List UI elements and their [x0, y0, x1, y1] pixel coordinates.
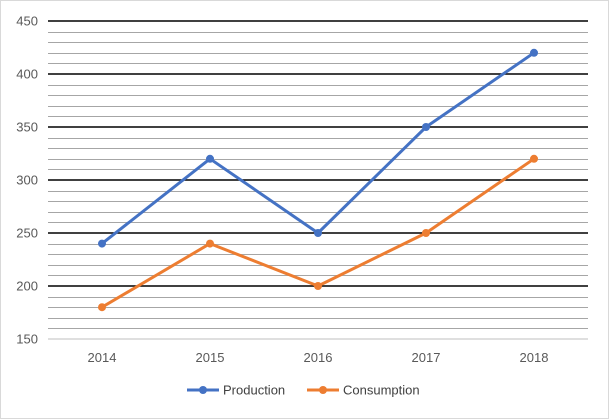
y-tick-label: 250	[16, 226, 38, 241]
minor-gridlines	[48, 32, 588, 329]
production-point	[530, 48, 538, 57]
x-tick-label: 2018	[520, 350, 549, 365]
consumption-point	[98, 303, 106, 312]
production-legend-label: Production	[223, 383, 285, 398]
series-layer	[98, 48, 538, 312]
production-legend-marker	[199, 386, 207, 394]
legend: Production Consumption	[187, 383, 420, 398]
x-tick-label: 2016	[304, 350, 333, 365]
x-tick-label: 2015	[196, 350, 225, 365]
y-tick-label: 350	[16, 120, 38, 135]
consumption-point	[530, 154, 538, 163]
production-point	[314, 229, 322, 237]
production-point	[206, 154, 214, 163]
y-axis-tick-labels: 150 200 250 300 350 400 450	[16, 14, 38, 347]
x-tick-label: 2014	[88, 350, 117, 365]
y-tick-label: 300	[16, 173, 38, 188]
x-tick-label: 2017	[412, 350, 441, 365]
production-point	[98, 239, 106, 248]
consumption-point	[314, 282, 322, 290]
consumption-point	[206, 239, 214, 248]
consumption-legend-marker	[319, 386, 327, 394]
x-axis-tick-labels: 2014 2015 2016 2017 2018	[88, 350, 549, 365]
y-tick-label: 150	[16, 332, 38, 347]
consumption-point	[422, 229, 430, 237]
y-tick-label: 200	[16, 279, 38, 294]
y-tick-label: 400	[16, 67, 38, 82]
production-point	[422, 123, 430, 131]
y-tick-label: 450	[16, 14, 38, 29]
consumption-legend-label: Consumption	[343, 383, 420, 398]
